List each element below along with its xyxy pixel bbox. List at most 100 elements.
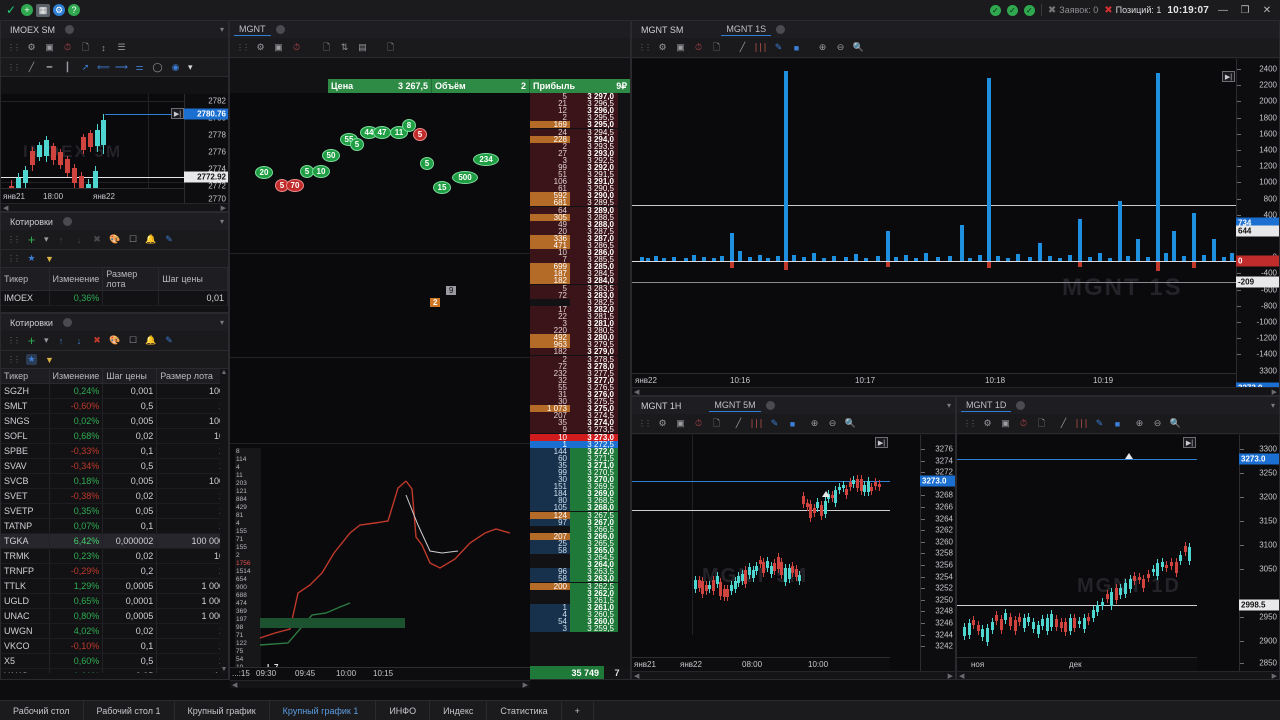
imoex-price-axis[interactable]: 2782 2780 2778 2776 2774 2772 2770 2780.…: [184, 94, 228, 204]
imoex-time-axis[interactable]: янв21 18:00 янв22: [1, 188, 184, 203]
gear-icon[interactable]: [62, 217, 72, 226]
orderbook-row[interactable]: 24 3 294,5: [530, 128, 630, 136]
new-window-icon[interactable]: ☐: [128, 335, 138, 345]
delete-icon[interactable]: ✖: [93, 335, 101, 345]
camera-icon[interactable]: ▣: [45, 42, 54, 52]
drag-handle[interactable]: ⋮⋮: [963, 419, 977, 428]
orderbook-row[interactable]: 25 3 265,5: [530, 539, 630, 547]
orderbook-row[interactable]: 35 3 271,0: [530, 461, 630, 469]
orderbook-row[interactable]: 471 3 286,5: [530, 242, 630, 250]
star-icon[interactable]: ★: [27, 253, 36, 263]
orderbook-row[interactable]: 184 3 269,0: [530, 490, 630, 498]
column-header[interactable]: Изменение: [49, 268, 104, 291]
column-header[interactable]: Шаг цены: [102, 369, 158, 384]
positions-status[interactable]: ✖ Позиций: 1: [1104, 5, 1161, 16]
gear-icon[interactable]: [1016, 401, 1026, 410]
imoex-chart-canvas[interactable]: IMOEX 5M: [1, 94, 228, 211]
orderbook-row[interactable]: 99 3 292,0: [530, 163, 630, 171]
drag-handle[interactable]: ⋮⋮: [7, 336, 21, 345]
clock-icon[interactable]: ⏱: [694, 42, 703, 52]
zoom-in-icon[interactable]: ⊕: [810, 418, 819, 428]
orderbook-row[interactable]: 3 264,0: [530, 561, 630, 569]
orderbook-row[interactable]: 207 3 266,0: [530, 532, 630, 540]
orderbook-row[interactable]: 699 3 285,0: [530, 263, 630, 271]
table-row[interactable]: TTLK 1,29% 0,0005 1 000: [1, 578, 228, 594]
trade-marker[interactable]: 5: [413, 128, 427, 141]
chevron-down-icon[interactable]: ▾: [44, 335, 49, 345]
orderbook-row[interactable]: 228 3 294,0: [530, 135, 630, 143]
parallel-channel-icon[interactable]: ⚌: [135, 61, 144, 72]
goto-last-bar-button[interactable]: ▶|: [171, 108, 184, 119]
order-marker-grey[interactable]: 9: [446, 286, 457, 295]
orderbook-row[interactable]: 72 3 278,0: [530, 362, 630, 370]
trendline-icon[interactable]: ╱: [735, 418, 742, 428]
volume-chart-canvas[interactable]: MGNT 1S ▶| 2400 2200 2000 1800 1600 1400 1200 1…: [632, 59, 1279, 395]
orderbook-row[interactable]: 3 266,5: [530, 525, 630, 533]
orderbook-row[interactable]: 144 3 272,0: [530, 447, 630, 455]
goto-last-bar-button[interactable]: ▶|: [875, 437, 888, 448]
zoom-out-icon[interactable]: ⊖: [1153, 418, 1162, 428]
list-icon[interactable]: ☰: [117, 42, 126, 52]
orderbook-row[interactable]: 35 3 274,0: [530, 419, 630, 427]
tab-mgnt-1h[interactable]: MGNT 1H: [641, 400, 682, 411]
trade-marker[interactable]: 500: [452, 171, 478, 184]
edit-icon[interactable]: ✎: [165, 335, 173, 345]
orderbook-row[interactable]: 492 3 280,0: [530, 334, 630, 342]
mgnt1d-canvas[interactable]: MGNT 1D ▶| 3300 3250 3200 3150 3100 3050 2950 2…: [957, 435, 1279, 679]
table-row[interactable]: X50,60%0,51: [1, 653, 228, 669]
mgnt1d-time-axis[interactable]: ноя дек: [957, 657, 1197, 671]
gear-icon[interactable]: [776, 25, 786, 34]
close-button[interactable]: ✕: [1262, 4, 1272, 16]
ellipse-icon[interactable]: ◉: [171, 61, 180, 72]
orderbook-row[interactable]: 22 3 281,5: [530, 312, 630, 320]
column-header[interactable]: Размер лота: [102, 268, 160, 291]
trade-marker[interactable]: 5: [420, 157, 434, 170]
volume-axis[interactable]: 2400220020001800160014001200100080040020…: [1236, 59, 1279, 395]
camera-icon[interactable]: ▣: [676, 42, 685, 52]
tab-mgnt-sm[interactable]: MGNT SM: [641, 24, 684, 35]
orderbook-row[interactable]: 305 3 288,5: [530, 213, 630, 221]
chevron-down-icon[interactable]: ▾: [1270, 401, 1275, 410]
workspace-tabbar[interactable]: Рабочий стол Рабочий стол 1 Крупный график…: [0, 700, 1280, 720]
orderbook-row[interactable]: 182 3 279,0: [530, 348, 630, 356]
minimize-button[interactable]: —: [1218, 4, 1228, 16]
filter-icon[interactable]: ▼: [45, 354, 54, 365]
drag-handle[interactable]: ⋮⋮: [7, 43, 21, 52]
horizontal-scrollbar[interactable]: ◀ ▶: [632, 671, 955, 679]
workspace-tab[interactable]: Рабочий стол 1: [84, 700, 175, 720]
orderbook-row[interactable]: 64 3 289,0: [530, 206, 630, 214]
table-row[interactable]: SPBE-0,33%0,11: [1, 443, 228, 459]
bell-icon[interactable]: 🔔: [145, 234, 157, 244]
orderbook-row[interactable]: 17 3 282,0: [530, 305, 630, 313]
orderbook-row[interactable]: 10 3 286,0: [530, 249, 630, 257]
orderbook-row[interactable]: 105 3 268,0: [530, 504, 630, 512]
histogram-icon[interactable]: ■: [1114, 418, 1121, 429]
table-row[interactable]: SVET-0,38%0,021: [1, 488, 228, 504]
search-icon[interactable]: 🔍: [844, 418, 857, 428]
zoom-in-icon[interactable]: ⊕: [1135, 418, 1144, 428]
arrow-left-icon[interactable]: ⟸: [97, 61, 110, 72]
paint-icon[interactable]: 🎨: [109, 234, 121, 244]
orderbook-row[interactable]: 49 3 288,0: [530, 220, 630, 228]
filter-icon[interactable]: ▼: [45, 253, 54, 264]
camera-icon[interactable]: ▣: [274, 42, 283, 52]
table-row[interactable]: TGKA 6,42% 0,000002 100 000: [1, 533, 228, 549]
table-row[interactable]: SGZH 0,24% 0,001 100: [1, 383, 228, 399]
orderbook-row[interactable]: 106 3 291,0: [530, 178, 630, 186]
restore-button[interactable]: ❐: [1240, 4, 1250, 16]
star-icon[interactable]: ★: [26, 354, 37, 365]
orderbook-row[interactable]: 21 3 296,5: [530, 100, 630, 108]
chevron-down-icon[interactable]: ▾: [219, 318, 224, 327]
table-row[interactable]: IMOEX 0,36% 0,01: [1, 290, 228, 306]
add-icon[interactable]: +: [21, 4, 33, 16]
help-icon[interactable]: ?: [68, 4, 80, 16]
drag-handle[interactable]: ⋮⋮: [236, 43, 250, 52]
trade-marker[interactable]: 234: [473, 153, 499, 166]
